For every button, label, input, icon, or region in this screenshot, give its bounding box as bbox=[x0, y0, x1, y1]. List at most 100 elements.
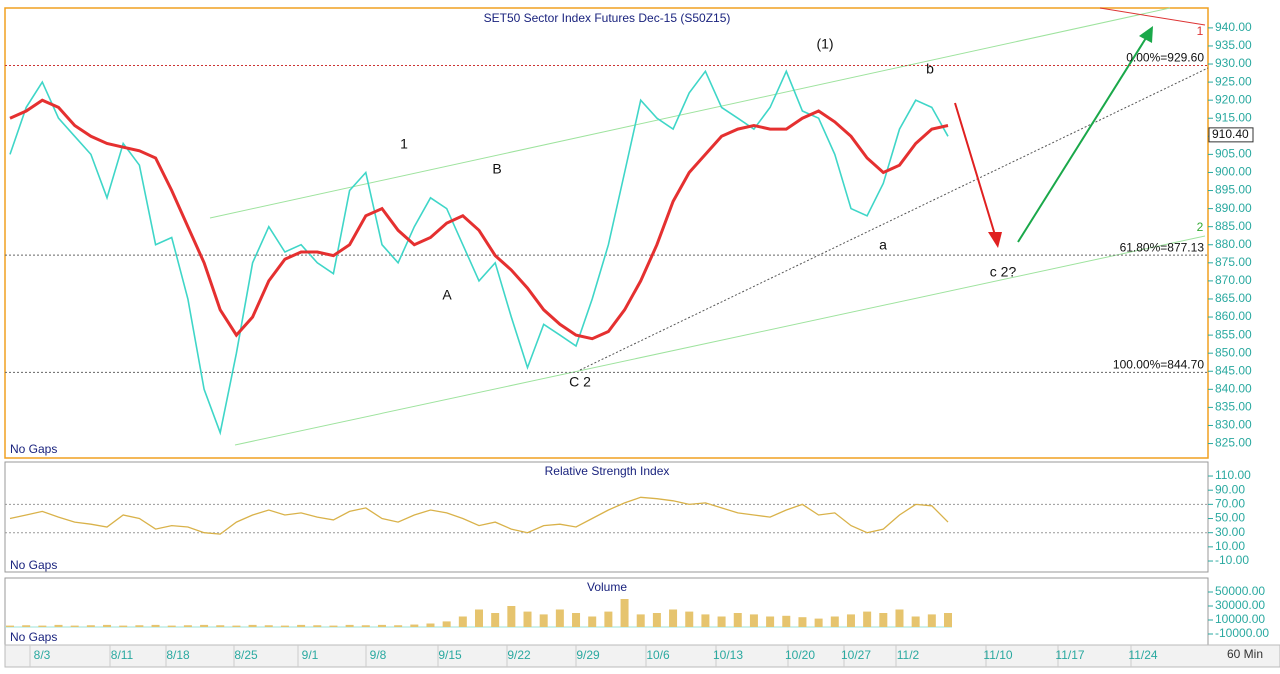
volume-bar bbox=[297, 624, 306, 628]
y-tick-label: 880.00 bbox=[1215, 237, 1252, 251]
y-tick-label: 860.00 bbox=[1215, 309, 1252, 323]
x-tick-label: 8/3 bbox=[34, 648, 51, 662]
gaps-note: No Gaps bbox=[10, 630, 57, 644]
volume-bar bbox=[717, 616, 726, 628]
volume-bar bbox=[523, 611, 532, 628]
price-line bbox=[9, 69, 949, 436]
volume-bar bbox=[604, 611, 613, 628]
volume-bar bbox=[911, 616, 920, 628]
volume-bar bbox=[539, 614, 548, 628]
volume-bar bbox=[669, 609, 678, 628]
y-tick-label: 70.00 bbox=[1215, 497, 1245, 511]
wave-label: 1 bbox=[400, 136, 408, 152]
main-panel bbox=[4, 7, 1209, 459]
volume-bar bbox=[652, 613, 661, 628]
volume-bar bbox=[216, 625, 225, 628]
volume-bar bbox=[6, 625, 14, 628]
y-tick-label: 900.00 bbox=[1215, 165, 1252, 179]
drawings bbox=[209, 7, 1209, 446]
y-tick-label: 10.00 bbox=[1215, 539, 1245, 553]
wave-label: A bbox=[442, 287, 452, 303]
volume-bar bbox=[264, 625, 273, 628]
x-tick-label: 9/1 bbox=[302, 648, 319, 662]
y-tick-label: 110.00 bbox=[1215, 468, 1251, 482]
gaps-note: No Gaps bbox=[10, 442, 57, 456]
wave-label: C 2 bbox=[569, 374, 591, 390]
line-label: 1 bbox=[1197, 24, 1204, 38]
y-tick-label: 90.00 bbox=[1215, 482, 1245, 496]
wave-label: c 2? bbox=[990, 264, 1017, 280]
volume-bar bbox=[588, 616, 597, 628]
arrow-head bbox=[988, 232, 1002, 248]
last-price-label: 910.40 bbox=[1212, 127, 1249, 141]
volume-bar bbox=[22, 625, 31, 628]
x-tick-label: 9/22 bbox=[507, 648, 531, 662]
wave-label: B bbox=[492, 161, 501, 177]
wave-label: (1) bbox=[816, 36, 833, 52]
volume-bar bbox=[620, 599, 629, 628]
y-tick-label: 920.00 bbox=[1215, 92, 1252, 106]
volume-bar bbox=[54, 624, 63, 628]
rsi-panel bbox=[4, 461, 1209, 573]
volume-title: Volume bbox=[587, 580, 627, 594]
arrow bbox=[1017, 37, 1147, 243]
wave-label: b bbox=[926, 61, 934, 77]
volume-bar bbox=[733, 613, 742, 628]
volume-bar bbox=[86, 625, 95, 628]
volume-bar bbox=[329, 625, 338, 628]
gaps-note: No Gaps bbox=[10, 558, 57, 572]
rsi-title: Relative Strength Index bbox=[545, 464, 670, 478]
y-tick-label: 10000.00 bbox=[1215, 612, 1265, 626]
x-tick-label: 11/2 bbox=[897, 648, 920, 662]
rsi-line bbox=[9, 496, 949, 535]
moving-average bbox=[9, 98, 949, 341]
volume-bar bbox=[377, 624, 386, 628]
x-tick-label: 8/11 bbox=[111, 648, 134, 662]
y-tick-label: 30.00 bbox=[1215, 525, 1245, 539]
x-tick-label: 10/6 bbox=[646, 648, 670, 662]
volume-bar bbox=[200, 624, 209, 628]
volume-bar bbox=[313, 625, 322, 628]
x-tick-label: 10/13 bbox=[713, 648, 743, 662]
volume-bar bbox=[361, 625, 370, 628]
x-tick-label: 11/10 bbox=[983, 648, 1012, 662]
volume-bar bbox=[394, 625, 403, 628]
volume-bar bbox=[507, 606, 516, 628]
chart-title: SET50 Sector Index Futures Dec-15 (S50Z1… bbox=[484, 11, 731, 25]
volume-bar bbox=[927, 614, 936, 628]
trendline bbox=[1099, 7, 1206, 26]
interval-label: 60 Min bbox=[1227, 647, 1263, 661]
volume-bar bbox=[636, 614, 645, 628]
y-tick-label: 855.00 bbox=[1215, 327, 1252, 341]
volume-bar bbox=[846, 614, 855, 628]
volume-bar bbox=[701, 614, 710, 628]
line-label: 2 bbox=[1197, 220, 1204, 234]
y-tick-label: 835.00 bbox=[1215, 400, 1252, 414]
volume-bar bbox=[410, 624, 419, 628]
volume-bar bbox=[442, 621, 451, 628]
volume-bar bbox=[475, 609, 483, 628]
volume-bar bbox=[167, 625, 176, 628]
y-tick-label: 915.00 bbox=[1215, 110, 1252, 124]
volume-bar bbox=[555, 609, 564, 628]
y-tick-label: 875.00 bbox=[1215, 255, 1252, 269]
x-tick-label: 11/17 bbox=[1055, 648, 1084, 662]
x-tick-label: 8/18 bbox=[166, 648, 190, 662]
volume-bar bbox=[38, 625, 47, 628]
volume-bar bbox=[70, 625, 79, 628]
y-tick-label: -10.00 bbox=[1215, 553, 1249, 567]
volume-bar bbox=[895, 609, 904, 628]
y-tick-label: 830.00 bbox=[1215, 418, 1252, 432]
arrow bbox=[954, 102, 996, 236]
volume-bar bbox=[248, 624, 257, 628]
volume-bar bbox=[232, 625, 241, 628]
volume-bar bbox=[782, 615, 791, 628]
y-tick-label: -10000.00 bbox=[1215, 626, 1269, 640]
volume-bar bbox=[572, 613, 581, 628]
volume-bar bbox=[458, 616, 467, 628]
y-tick-label: 845.00 bbox=[1215, 363, 1252, 377]
y-tick-label: 30000.00 bbox=[1215, 598, 1265, 612]
volume-bar bbox=[944, 613, 952, 628]
trendline bbox=[209, 7, 1171, 219]
